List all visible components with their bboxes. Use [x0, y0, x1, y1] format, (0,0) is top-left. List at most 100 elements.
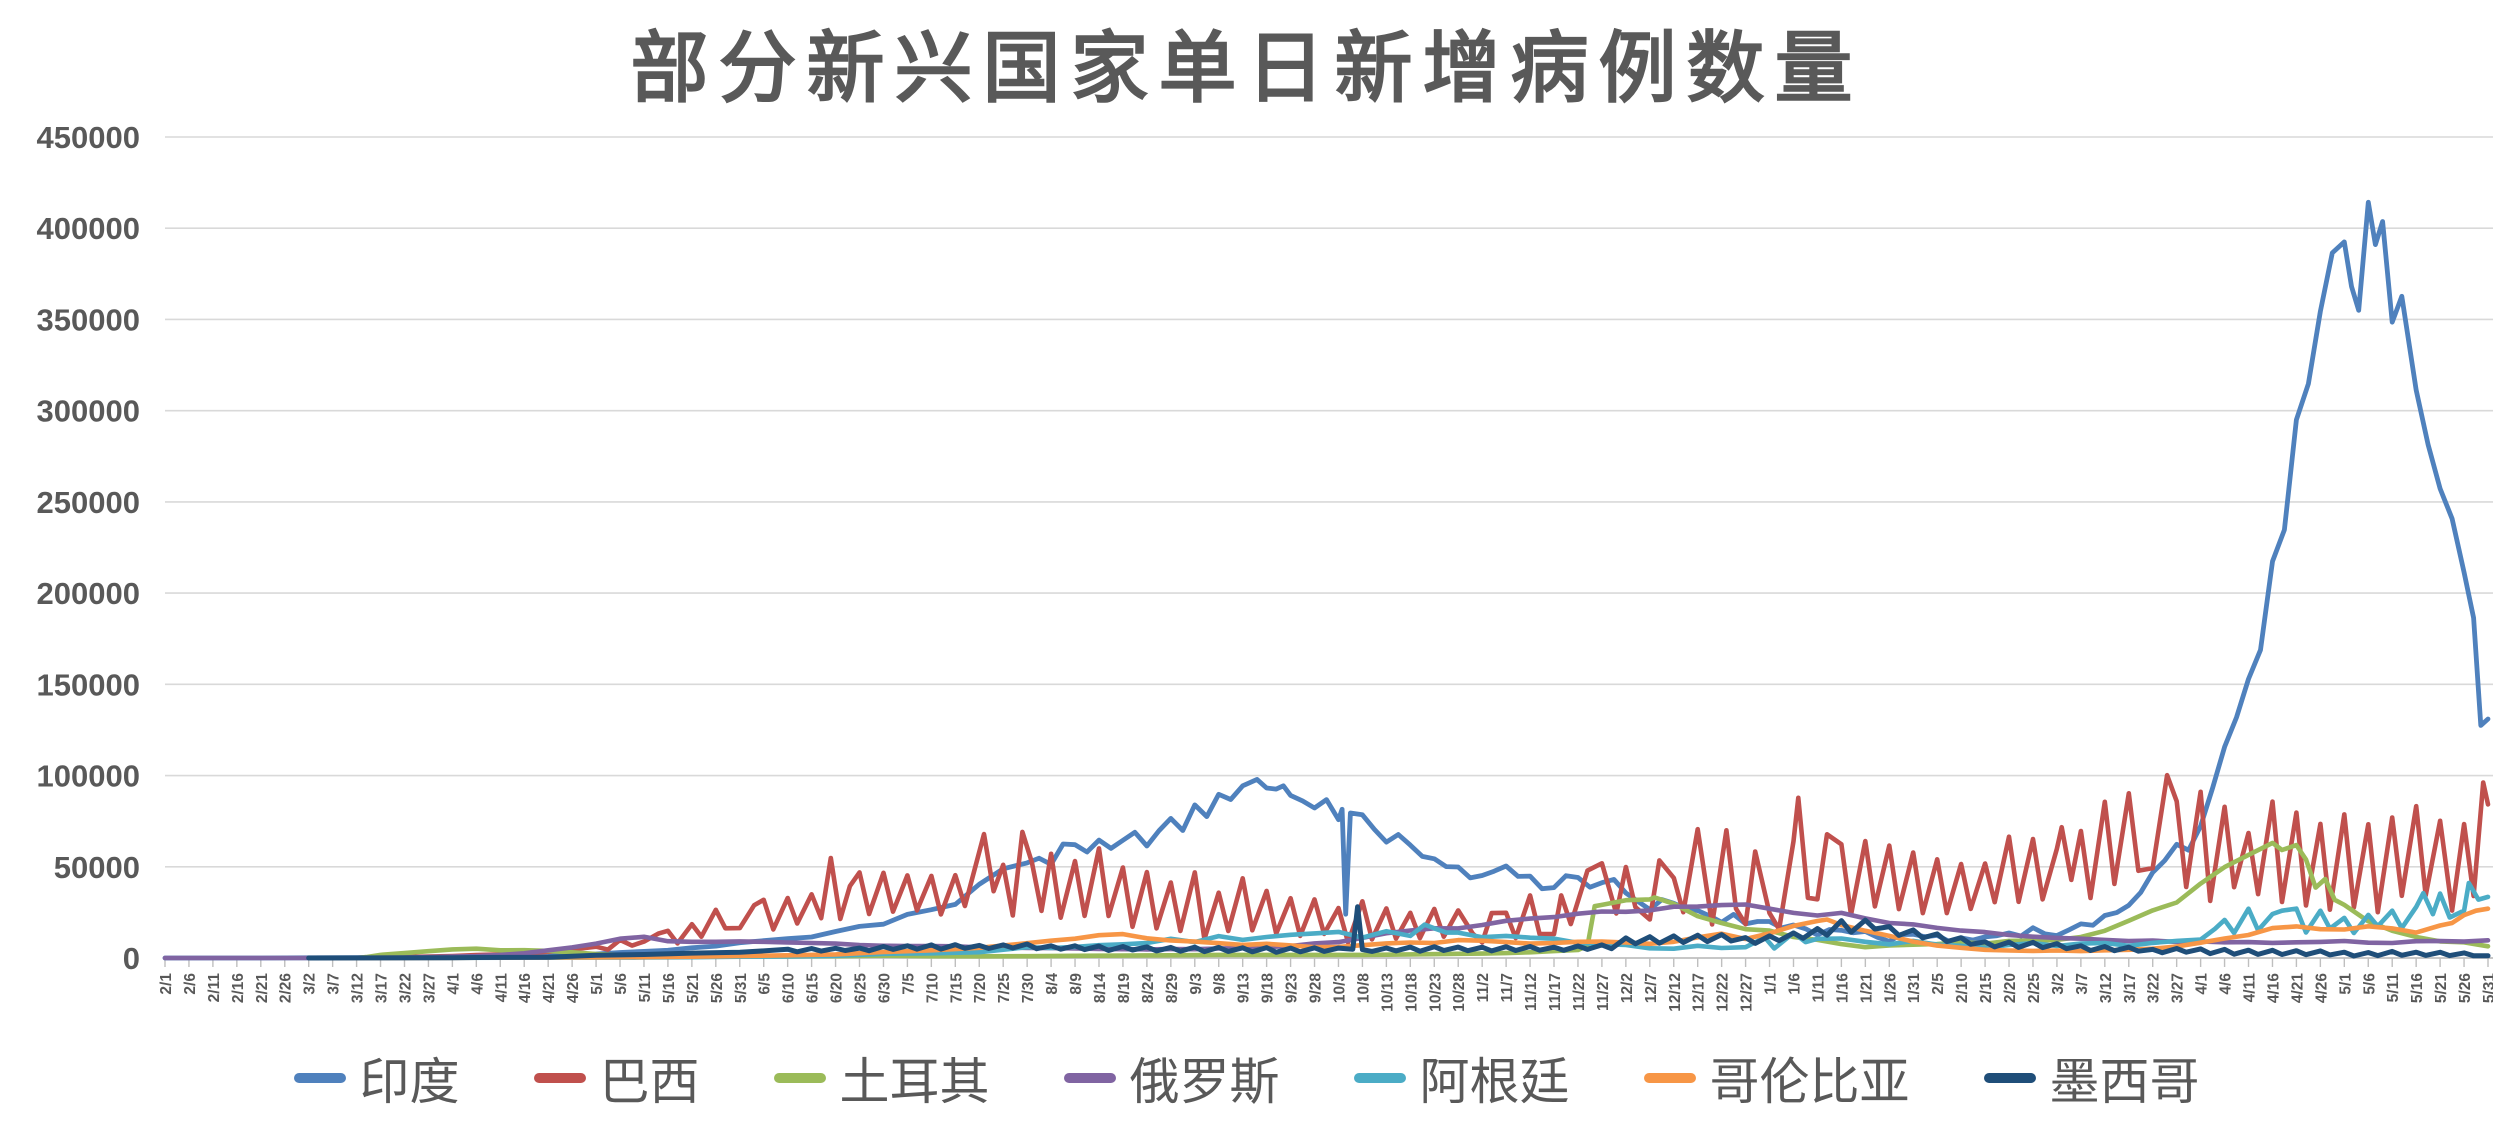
x-axis-label-3/27: 3/27 — [2170, 973, 2187, 1003]
x-axis-label-9/23: 9/23 — [1284, 973, 1301, 1004]
x-axis-label-7/30: 7/30 — [1020, 973, 1037, 1003]
x-axis-label-2/5: 2/5 — [1930, 973, 1947, 995]
x-axis-label-8/24: 8/24 — [1140, 973, 1157, 1004]
x-axis-label-11/27: 11/27 — [1595, 973, 1612, 1011]
series-line-colombia — [320, 906, 2491, 961]
legend-swatch-brazil — [533, 1073, 586, 1083]
x-axis-label-5/21: 5/21 — [2433, 973, 2450, 1004]
x-axis-label-5/16: 5/16 — [661, 973, 678, 1004]
x-axis-label-7/15: 7/15 — [948, 973, 965, 1004]
y-axis-label-0: 0 — [123, 941, 140, 976]
x-axis-label-5/31: 5/31 — [2481, 973, 2493, 1004]
x-axis-label-9/13: 9/13 — [1236, 973, 1253, 1004]
x-axis-label-3/2: 3/2 — [2050, 973, 2067, 995]
x-axis-label-7/10: 7/10 — [924, 973, 941, 1003]
x-axis-label-4/6: 4/6 — [469, 973, 486, 995]
x-axis-label-6/5: 6/5 — [757, 973, 774, 995]
x-axis-label-2/1: 2/1 — [158, 973, 175, 995]
x-axis-label-5/11: 5/11 — [2385, 973, 2402, 1003]
x-axis-label-11/22: 11/22 — [1571, 973, 1588, 1011]
x-axis-label-4/26: 4/26 — [2313, 973, 2330, 1004]
legend-label-india: 印度 — [359, 1054, 460, 1110]
x-axis-label-10/18: 10/18 — [1403, 973, 1420, 1012]
x-axis-label-1/21: 1/21 — [1858, 973, 1875, 1004]
x-axis-label-3/12: 3/12 — [350, 973, 367, 1003]
x-axis-label-5/11: 5/11 — [637, 973, 654, 1003]
x-axis-label-5/26: 5/26 — [709, 973, 726, 1004]
x-axis-label-6/25: 6/25 — [853, 973, 870, 1004]
x-axis-label-9/3: 9/3 — [1188, 973, 1205, 995]
x-axis-label-1/16: 1/16 — [1834, 973, 1851, 1004]
x-axis-label-9/28: 9/28 — [1308, 973, 1325, 1004]
x-axis-label-10/28: 10/28 — [1451, 973, 1468, 1012]
x-axis-label-1/11: 1/11 — [1810, 973, 1827, 1003]
legend-swatch-turkey — [773, 1073, 826, 1083]
x-axis-label-1/6: 1/6 — [1786, 973, 1803, 995]
legend-item-mexico: 墨西哥 — [1983, 1042, 2200, 1114]
x-axis-label-3/17: 3/17 — [2122, 973, 2139, 1003]
x-axis-label-7/20: 7/20 — [972, 973, 989, 1003]
legend-item-turkey: 土耳其 — [773, 1042, 990, 1114]
legend-label-argentina: 阿根廷 — [1419, 1054, 1570, 1110]
x-axis-label-5/6: 5/6 — [2361, 973, 2378, 995]
x-axis-label-2/20: 2/20 — [2002, 973, 2019, 1003]
x-axis-label-11/12: 11/12 — [1523, 973, 1540, 1011]
y-axis-label-350000: 350000 — [37, 302, 140, 337]
x-axis-label-12/22: 12/22 — [1715, 973, 1732, 1012]
legend-swatch-argentina — [1353, 1073, 1406, 1083]
x-axis-label-9/8: 9/8 — [1212, 973, 1229, 995]
y-axis-label-400000: 400000 — [37, 211, 140, 246]
x-axis-label-6/20: 6/20 — [829, 973, 846, 1003]
x-axis-label-6/15: 6/15 — [805, 973, 822, 1004]
legend-label-russia: 俄罗斯 — [1129, 1054, 1280, 1110]
legend-label-mexico: 墨西哥 — [2049, 1054, 2200, 1110]
x-axis-label-2/21: 2/21 — [254, 973, 271, 1004]
x-axis-label-5/26: 5/26 — [2457, 973, 2474, 1004]
x-axis-label-3/17: 3/17 — [374, 973, 391, 1003]
legend-swatch-colombia — [1643, 1073, 1696, 1083]
legend: 印度 巴西 土耳其 俄罗斯 阿根廷 哥伦比亚 墨西哥 — [0, 1042, 2493, 1114]
x-axis-label-3/7: 3/7 — [2074, 973, 2091, 995]
x-axis-label-4/21: 4/21 — [541, 973, 558, 1004]
x-axis-label-12/12: 12/12 — [1667, 973, 1684, 1012]
x-axis-label-2/11: 2/11 — [206, 973, 223, 1003]
x-axis-label-8/29: 8/29 — [1164, 973, 1181, 1004]
x-axis-label-2/6: 2/6 — [182, 973, 199, 995]
y-axis-label-250000: 250000 — [37, 485, 140, 520]
series-line-brazil — [330, 772, 2491, 961]
x-axis-label-4/1: 4/1 — [445, 973, 462, 995]
x-axis-label-5/31: 5/31 — [733, 973, 750, 1004]
x-axis-label-3/12: 3/12 — [2098, 973, 2115, 1003]
x-axis-label-7/5: 7/5 — [900, 973, 917, 995]
x-axis-label-4/16: 4/16 — [2265, 973, 2282, 1004]
x-axis-label-4/11: 4/11 — [493, 973, 510, 1003]
legend-item-russia: 俄罗斯 — [1063, 1042, 1280, 1114]
x-axis-label-3/7: 3/7 — [326, 973, 343, 995]
x-axis-label-5/21: 5/21 — [685, 973, 702, 1004]
x-axis-label-8/9: 8/9 — [1068, 973, 1085, 995]
legend-item-india: 印度 — [293, 1042, 460, 1114]
y-axis-label-300000: 300000 — [37, 394, 140, 429]
x-axis-label-10/23: 10/23 — [1427, 973, 1444, 1012]
x-axis-label-8/19: 8/19 — [1116, 973, 1133, 1004]
x-axis-label-8/14: 8/14 — [1092, 973, 1109, 1004]
y-axis-label-200000: 200000 — [37, 576, 140, 611]
x-axis-label-2/26: 2/26 — [278, 973, 295, 1004]
x-axis-label-3/2: 3/2 — [302, 973, 319, 995]
x-axis-label-8/4: 8/4 — [1044, 973, 1061, 995]
x-axis-label-4/11: 4/11 — [2242, 973, 2259, 1003]
y-axis-label-150000: 150000 — [37, 667, 140, 702]
legend-swatch-mexico — [1983, 1073, 2036, 1083]
legend-swatch-russia — [1063, 1073, 1116, 1083]
x-axis-label-11/7: 11/7 — [1499, 973, 1516, 1002]
x-axis-label-4/26: 4/26 — [565, 973, 582, 1004]
x-axis-label-4/6: 4/6 — [2218, 973, 2235, 995]
x-axis-label-5/6: 5/6 — [613, 973, 630, 995]
x-axis-label-4/16: 4/16 — [517, 973, 534, 1004]
x-axis-label-4/21: 4/21 — [2289, 973, 2306, 1004]
x-axis-label-11/2: 11/2 — [1475, 973, 1492, 1002]
legend-label-brazil: 巴西 — [599, 1054, 700, 1110]
x-axis-label-3/27: 3/27 — [421, 973, 438, 1003]
